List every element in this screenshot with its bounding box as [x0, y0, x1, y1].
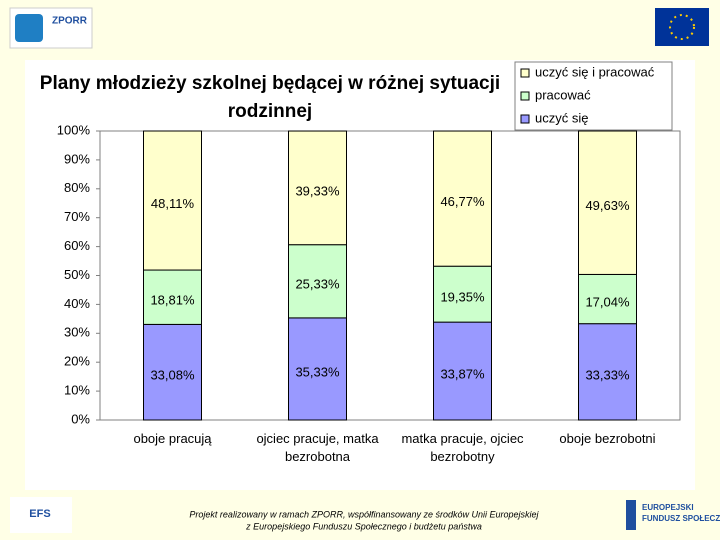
- legend-swatch: [520, 114, 530, 124]
- y-tick-label: 60%: [64, 238, 90, 253]
- bar-segment: [288, 130, 347, 246]
- data-label: 19,35%: [440, 290, 485, 305]
- bar-segment: [143, 323, 202, 421]
- data-label: 33,08%: [150, 368, 195, 383]
- y-tick-label: 80%: [64, 180, 90, 195]
- logo-icon: [15, 14, 43, 42]
- efs-right-icon: [626, 500, 636, 530]
- eu-stars: [669, 14, 695, 40]
- chart-title: Plany młodzieży szkolnej będącej w różne…: [39, 73, 501, 122]
- bar-segment: [578, 130, 637, 275]
- bar-segment: [578, 323, 637, 421]
- data-label: 25,33%: [295, 277, 340, 292]
- x-tick-label: matka pracuje, ojciec bezrobotny: [401, 431, 524, 464]
- efs-logo: EFS: [29, 508, 50, 520]
- y-tick-label: 10%: [64, 383, 90, 398]
- bar-segment: [578, 273, 637, 325]
- y-tick-label: 20%: [64, 354, 90, 369]
- data-label: 48,11%: [151, 196, 195, 211]
- y-tick-label: 30%: [64, 325, 90, 340]
- data-label: 35,33%: [295, 364, 340, 379]
- y-tick-label: 50%: [64, 267, 90, 282]
- legend-label: uczyć się i pracować: [535, 64, 655, 79]
- efs-logo-box: [10, 497, 72, 533]
- bar-segment: [143, 130, 202, 271]
- legend-box: [514, 61, 673, 131]
- y-tick-label: 40%: [64, 296, 90, 311]
- bar-segment: [288, 317, 347, 421]
- bar-segment: [433, 130, 492, 267]
- x-tick-label: ojciec pracuje, matka bezrobotna: [256, 431, 379, 464]
- legend-swatch: [520, 91, 530, 101]
- bar-segment: [433, 321, 492, 421]
- data-label: 18,81%: [150, 293, 195, 308]
- y-tick-label: 70%: [64, 209, 90, 224]
- legend-label: pracować: [535, 87, 591, 102]
- plot-border: [99, 130, 681, 421]
- data-label: 33,87%: [440, 366, 485, 381]
- efs-right-text: FUNDUSZ SPOŁECZNY: [642, 514, 720, 523]
- bar-segment: [288, 244, 347, 319]
- legend-label: uczyć się: [535, 110, 588, 125]
- data-label: 33,33%: [585, 367, 630, 382]
- eu-flag: [655, 8, 709, 46]
- bar-segment: [433, 265, 492, 323]
- data-label: 39,33%: [295, 183, 340, 198]
- y-tick-label: 100%: [57, 122, 91, 137]
- data-label: 46,77%: [440, 194, 485, 209]
- legend-swatch: [520, 68, 530, 78]
- x-tick-label: oboje bezrobotni: [559, 431, 656, 446]
- y-tick-label: 90%: [64, 151, 90, 166]
- data-label: 17,04%: [585, 294, 630, 309]
- footer-text: Projekt realizowany w ramach ZPORR, wspó…: [189, 509, 539, 519]
- efs-right-text: EUROPEJSKI: [642, 503, 694, 512]
- footer-text: z Europejskiego Funduszu Społecznego i b…: [245, 521, 482, 531]
- x-tick-label: oboje pracują: [133, 431, 212, 446]
- y-tick-label: 0%: [71, 411, 90, 426]
- data-label: 49,63%: [585, 198, 630, 213]
- logo-text: ZPORR: [52, 16, 88, 27]
